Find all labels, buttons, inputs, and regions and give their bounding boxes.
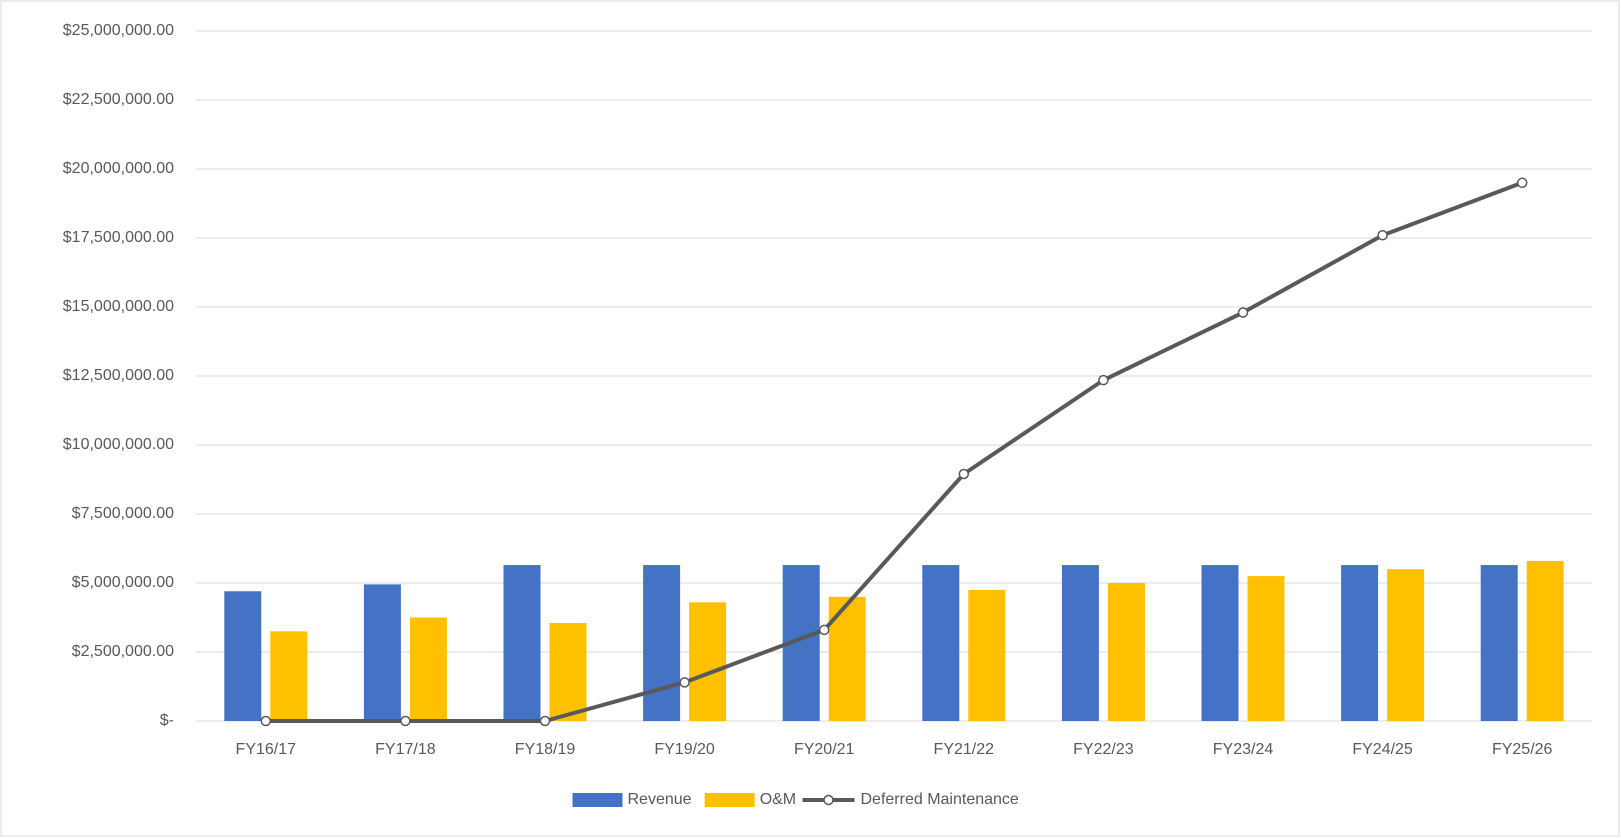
bar xyxy=(409,617,447,721)
y-tick-label: $- xyxy=(160,712,174,729)
y-tick-label: $20,000,000.00 xyxy=(63,160,174,177)
y-tick-label: $2,500,000.00 xyxy=(72,643,174,660)
y-tick-label: $7,500,000.00 xyxy=(72,505,174,522)
y-tick-label: $25,000,000.00 xyxy=(63,22,174,39)
bar xyxy=(643,565,681,721)
x-tick-label: FY19/20 xyxy=(654,741,715,758)
x-tick-label: FY18/19 xyxy=(515,741,576,758)
bar xyxy=(1201,565,1239,721)
line-marker xyxy=(1516,177,1528,189)
bar xyxy=(503,565,541,721)
line xyxy=(265,180,1523,723)
x-tick-label: FY23/24 xyxy=(1213,741,1274,758)
x-tick-label: FY20/21 xyxy=(794,741,855,758)
bar xyxy=(1387,569,1425,721)
bar xyxy=(1061,565,1099,721)
bar xyxy=(224,591,262,721)
x-tick-label: FY16/17 xyxy=(236,741,297,758)
legend-swatch xyxy=(572,793,623,807)
bar xyxy=(689,602,727,721)
y-tick-label: $10,000,000.00 xyxy=(63,436,174,453)
y-tick-label: $5,000,000.00 xyxy=(72,574,174,591)
line-marker xyxy=(400,715,411,727)
y-tick-label: $22,500,000.00 xyxy=(63,91,174,108)
y-tick-label: $15,000,000.00 xyxy=(63,298,174,315)
line-marker xyxy=(1377,229,1388,241)
bar xyxy=(1107,583,1145,721)
bar xyxy=(1341,565,1379,721)
x-tick-label: FY21/22 xyxy=(934,741,995,758)
bar xyxy=(968,589,1006,721)
bar xyxy=(549,623,587,721)
bar xyxy=(922,565,960,721)
bar xyxy=(270,631,308,721)
legend-marker xyxy=(823,794,834,806)
bar xyxy=(1247,576,1285,721)
x-tick-label: FY25/26 xyxy=(1492,741,1553,758)
bar xyxy=(363,584,401,721)
bar xyxy=(828,596,866,721)
line-marker xyxy=(260,715,272,727)
legend-label: O&M xyxy=(760,791,796,808)
line-marker xyxy=(539,715,551,727)
x-tick-label: FY24/25 xyxy=(1352,741,1413,758)
legend-label: Deferred Maintenance xyxy=(861,791,1019,808)
y-tick-label: $12,500,000.00 xyxy=(63,367,174,384)
line-marker xyxy=(1098,374,1109,386)
line-marker xyxy=(818,624,830,636)
x-tick-label: FY17/18 xyxy=(375,741,436,758)
line-marker xyxy=(679,677,690,688)
line-marker xyxy=(958,468,970,480)
x-tick-label: FY22/23 xyxy=(1073,741,1134,758)
line-marker xyxy=(1237,307,1249,318)
bar xyxy=(1480,565,1518,721)
legend-swatch xyxy=(704,793,755,807)
bar xyxy=(1526,560,1564,721)
legend-label: Revenue xyxy=(628,791,692,808)
y-tick-label: $17,500,000.00 xyxy=(63,229,174,246)
